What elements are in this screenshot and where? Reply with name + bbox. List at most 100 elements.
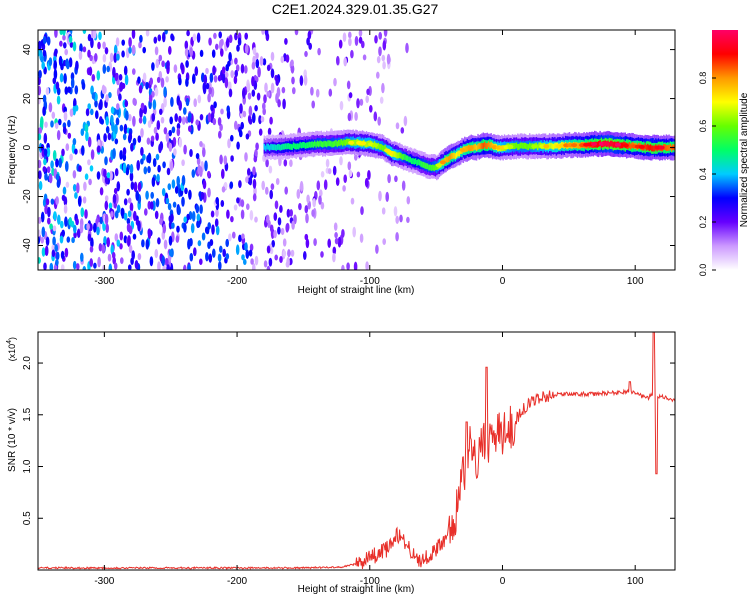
- spectrogram-ridge-cell: [332, 141, 334, 148]
- spectrogram-cell: [276, 86, 281, 98]
- spectrogram-ridge-cell: [551, 143, 553, 150]
- spectrogram-cell: [181, 116, 186, 125]
- spectrogram-ridge-cell: [653, 145, 656, 152]
- spectrogram-cell: [63, 111, 68, 122]
- spectrogram-ridge-cell: [263, 143, 265, 150]
- spectrogram-cell: [72, 138, 77, 146]
- spectrogram-cell: [97, 256, 101, 268]
- colorbar-ticks: 0.0 0.2 0.4 0.6 0.8: [698, 72, 716, 276]
- spectrogram-ridge-cell: [327, 140, 329, 147]
- spectrogram-cell: [141, 239, 145, 248]
- spectrogram-cell: [89, 258, 93, 267]
- spectrogram-cell: [139, 107, 143, 119]
- spectrogram-cell: [137, 220, 141, 232]
- spectrogram-cell: [63, 204, 68, 214]
- spectrogram-cell: [289, 159, 293, 168]
- spectrogram-cell: [258, 128, 263, 136]
- spectrogram-cell: [38, 180, 43, 191]
- spectrogram-cell: [40, 116, 44, 127]
- spectrogram-cell: [381, 207, 386, 215]
- spectrogram-cell: [146, 137, 151, 145]
- spectrogram-ridge-cell: [449, 154, 451, 161]
- spectrogram-cell: [181, 159, 185, 167]
- spectrogram-cell: [60, 63, 64, 71]
- spectrogram-y-tick-label: 20: [22, 93, 33, 105]
- spectrogram-cell: [365, 95, 370, 104]
- spectrogram-ridge-cell: [328, 140, 330, 147]
- spectrogram-cell: [138, 84, 143, 94]
- spectrogram-cell: [102, 41, 106, 50]
- spectrogram-cell: [159, 108, 163, 115]
- spectrogram-cell: [263, 94, 267, 104]
- spectrogram-cell: [183, 107, 187, 115]
- spectrogram-cell: [152, 99, 157, 110]
- spectrogram-cell: [341, 264, 345, 270]
- spectrogram-cell: [193, 98, 197, 108]
- spectrogram-cell: [255, 142, 259, 151]
- spectrogram-cell: [218, 31, 222, 39]
- spectrogram-cell: [233, 75, 238, 85]
- spectrogram-cell: [273, 229, 277, 239]
- spectrogram-cell: [395, 231, 399, 242]
- spectrogram-cell: [103, 168, 107, 178]
- spectrogram-cell: [105, 126, 110, 134]
- spectrogram-ridge-cell: [525, 143, 527, 149]
- spectrogram-cell: [240, 199, 245, 208]
- spectrogram-cell: [88, 178, 92, 186]
- spectrogram-cell: [252, 193, 257, 202]
- spectrogram-cell: [195, 204, 200, 214]
- spectrogram-cell: [42, 106, 46, 117]
- spectrogram-ridge-cell: [300, 142, 303, 149]
- spectrogram-ridge-cell: [319, 140, 321, 147]
- spectrogram-cell: [195, 152, 200, 160]
- spectrogram-cell: [268, 165, 273, 174]
- spectrogram-ridge-cell: [530, 143, 532, 150]
- spectrogram-cell: [113, 262, 118, 270]
- spectrogram-ridge-cell: [523, 142, 526, 149]
- spectrogram-cell: [119, 231, 124, 241]
- spectrogram-ridge-cell: [408, 156, 410, 163]
- spectrogram-cell: [132, 233, 137, 240]
- spectrogram-cell: [106, 237, 110, 248]
- spectrogram-cell: [254, 149, 258, 158]
- spectrogram-cell: [403, 115, 408, 127]
- snr-x-tick-label: 100: [627, 576, 644, 587]
- spectrogram-ridge-cell: [306, 142, 308, 149]
- spectrogram-ridge-cell: [333, 140, 336, 147]
- spectrogram-cell: [68, 57, 73, 68]
- spectrogram-cell: [310, 86, 314, 96]
- spectrogram-cell: [95, 110, 99, 120]
- spectrogram-cell: [84, 209, 88, 219]
- spectrogram-cell: [163, 239, 168, 250]
- spectrogram-cell: [38, 85, 42, 96]
- spectrogram-cell: [168, 249, 173, 257]
- spectrogram-cell: [282, 238, 287, 247]
- spectrogram-cell: [62, 34, 66, 41]
- spectrogram-cell: [220, 108, 224, 115]
- spectrogram-cell: [250, 258, 254, 265]
- spectrogram-cell: [307, 30, 312, 40]
- spectrogram-ridge-cell: [409, 156, 411, 163]
- spectrogram-cell: [52, 77, 57, 85]
- spectrogram-cell: [247, 92, 252, 100]
- spectrogram-cell: [188, 189, 192, 200]
- spectrogram-cell: [234, 57, 238, 65]
- spectrogram-cell: [214, 218, 219, 228]
- spectrogram-cell: [260, 116, 265, 123]
- spectrogram-cell: [87, 233, 92, 242]
- colorbar-scale: [712, 30, 738, 270]
- spectrogram-cell: [72, 260, 77, 270]
- snr-frame: [37, 331, 676, 571]
- spectrogram-hot-cell: [388, 150, 394, 155]
- spectrogram-cell: [200, 191, 205, 200]
- spectrogram-cell: [217, 74, 222, 82]
- spectrogram-cell: [327, 238, 332, 248]
- spectrogram-cell: [38, 76, 41, 86]
- spectrogram-cell: [123, 123, 128, 135]
- spectrogram-cell: [63, 42, 67, 49]
- spectrogram-ridge-cell: [466, 145, 468, 152]
- spectrogram-cell: [382, 40, 387, 51]
- spectrogram-ridge-cell: [487, 141, 490, 148]
- spectrogram-ridge-cell: [316, 140, 319, 147]
- spectrogram-cell: [192, 73, 196, 85]
